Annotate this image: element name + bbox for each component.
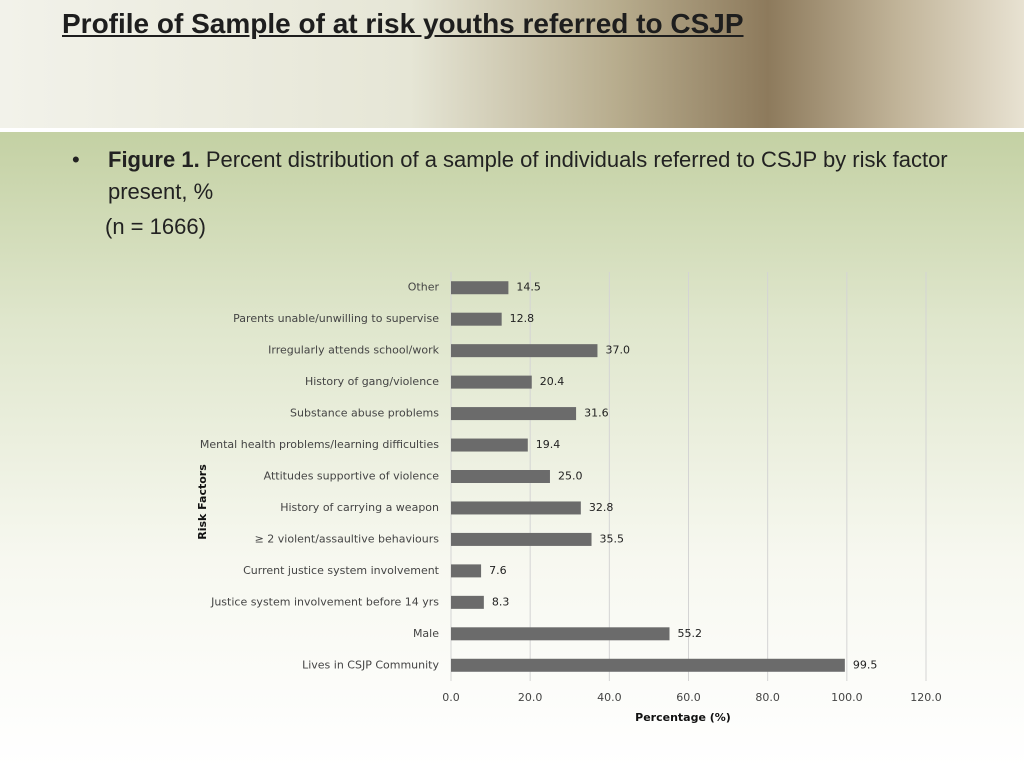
- y-tick-label: ≥ 2 violent/assaultive behaviours: [255, 532, 440, 545]
- bar: [451, 312, 502, 326]
- bar: [451, 281, 509, 295]
- x-axis-title: Percentage (%): [635, 711, 731, 724]
- y-tick-label: Justice system involvement before 14 yrs: [210, 595, 439, 608]
- x-tick-label: 40.0: [597, 691, 622, 704]
- y-tick-label: Other: [408, 281, 440, 294]
- x-tick-label: 80.0: [755, 691, 780, 704]
- bar: [451, 564, 482, 578]
- data-label: 20.4: [540, 375, 565, 388]
- y-tick-label: History of gang/violence: [305, 375, 439, 388]
- data-label: 25.0: [558, 470, 583, 483]
- bar: [451, 595, 484, 609]
- y-axis-title: Risk Factors: [196, 464, 209, 540]
- y-tick-label: History of carrying a weapon: [280, 501, 439, 514]
- y-tick-label: Lives in CSJP Community: [302, 658, 439, 671]
- slide-title: Profile of Sample of at risk youths refe…: [62, 8, 744, 39]
- data-label: 7.6: [489, 564, 507, 577]
- y-tick-label: Attitudes supportive of violence: [264, 470, 440, 483]
- data-label: 55.2: [678, 627, 703, 640]
- data-label: 19.4: [536, 438, 561, 451]
- bar: [451, 375, 532, 389]
- bullet-dot: •: [72, 147, 80, 172]
- figure-label: Figure 1.: [108, 147, 200, 172]
- header-image: [0, 0, 1024, 132]
- bar: [451, 658, 845, 672]
- y-tick-label: Parents unable/unwilling to supervise: [233, 312, 439, 325]
- figure-caption: Percent distribution of a sample of indi…: [108, 147, 948, 204]
- x-tick-label: 120.0: [910, 691, 942, 704]
- bullet: • Figure 1. Percent distribution of a sa…: [72, 144, 972, 208]
- bar: [451, 344, 598, 358]
- y-tick-label: Male: [413, 627, 439, 640]
- x-tick-label: 60.0: [676, 691, 701, 704]
- bar: [451, 532, 592, 546]
- sample-size: (n = 1666): [105, 214, 206, 239]
- data-label: 99.5: [853, 658, 878, 671]
- y-tick-label: Mental health problems/learning difficul…: [200, 438, 439, 451]
- data-label: 32.8: [589, 501, 614, 514]
- data-label: 12.8: [510, 312, 534, 325]
- bar: [451, 501, 581, 515]
- bar: [451, 407, 577, 421]
- bullet-text: Figure 1. Percent distribution of a samp…: [108, 144, 972, 208]
- data-label: 14.5: [516, 281, 541, 294]
- data-label: 35.5: [600, 532, 625, 545]
- y-tick-label: Substance abuse problems: [290, 407, 439, 420]
- bar: [451, 470, 550, 483]
- bar: [451, 627, 670, 641]
- y-tick-label: Current justice system involvement: [243, 564, 440, 577]
- bar: [451, 438, 528, 452]
- x-tick-label: 100.0: [831, 691, 863, 704]
- data-label: 31.6: [584, 407, 609, 420]
- x-tick-label: 0.0: [442, 691, 460, 704]
- x-tick-label: 20.0: [518, 691, 543, 704]
- y-tick-label: Irregularly attends school/work: [268, 344, 439, 357]
- data-label: 8.3: [492, 595, 510, 608]
- data-label: 37.0: [605, 344, 630, 357]
